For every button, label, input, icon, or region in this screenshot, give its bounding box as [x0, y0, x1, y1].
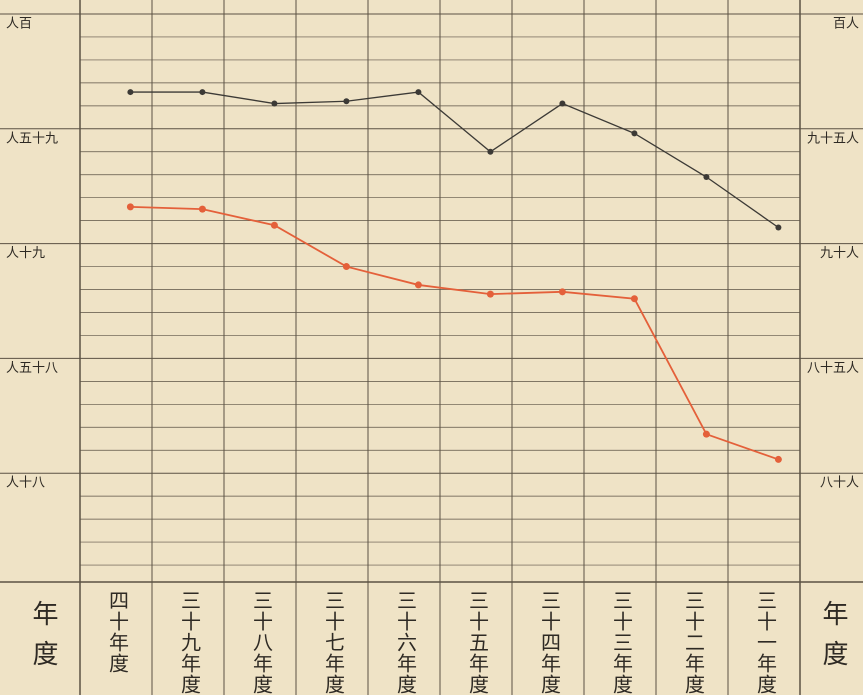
point	[414, 281, 422, 289]
x-tick-label: 四十年度	[106, 590, 130, 674]
point	[703, 174, 710, 181]
y-tick-label: 人百	[6, 17, 32, 32]
point	[270, 221, 278, 229]
x-tick-label: 三十四年度	[538, 590, 562, 695]
point	[343, 98, 350, 105]
point	[558, 288, 566, 296]
y-tick-label: 人五十九	[6, 131, 58, 146]
y-tick-label: 人十八	[6, 476, 45, 491]
y2-tick-label: 百人	[833, 17, 859, 32]
y-tick-label: 人十九	[6, 246, 45, 261]
point	[774, 455, 782, 463]
x-label-left: 年度	[28, 600, 58, 680]
x-tick-label: 三十六年度	[394, 590, 418, 695]
y2-tick-label: 八十人	[820, 476, 859, 491]
point	[487, 148, 494, 155]
point	[127, 89, 134, 96]
y2-tick-label: 九十人	[820, 246, 859, 261]
x-tick-label: 三十九年度	[178, 590, 202, 695]
x-tick-label: 三十八年度	[250, 590, 274, 695]
x-tick-label: 三十五年度	[466, 590, 490, 695]
series-line	[130, 205, 779, 461]
point	[271, 100, 278, 107]
series-line	[130, 91, 779, 229]
x-tick-label: 三十三年度	[610, 590, 634, 695]
point	[630, 295, 638, 303]
x-label-right: 年度	[818, 600, 848, 680]
point	[486, 290, 494, 298]
y2-tick-label: 九十五人	[807, 131, 859, 146]
point	[702, 430, 710, 438]
point	[198, 205, 206, 213]
x-tick-label: 三十二年度	[682, 590, 706, 695]
point	[126, 203, 134, 211]
point	[199, 89, 206, 96]
point	[775, 224, 782, 231]
y-tick-label: 人五十八	[6, 361, 58, 376]
point	[631, 130, 638, 137]
point	[342, 263, 350, 271]
point	[559, 100, 566, 107]
x-tick-label: 三十七年度	[322, 590, 346, 695]
x-tick-label: 三十一年度	[754, 590, 778, 695]
y2-tick-label: 八十五人	[807, 361, 859, 376]
point	[415, 89, 422, 96]
